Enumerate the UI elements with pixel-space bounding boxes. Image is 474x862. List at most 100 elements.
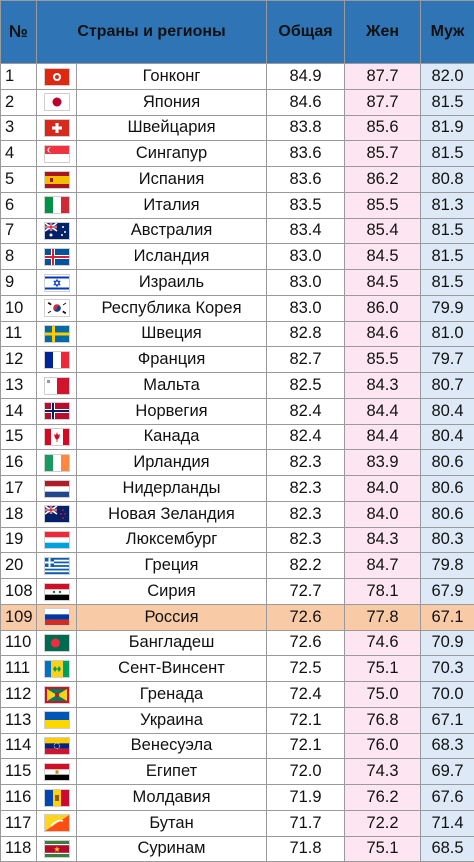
country-name: Швейцария: [77, 115, 267, 141]
netherlands-flag: [44, 480, 70, 498]
row-number: 109: [1, 604, 37, 630]
female-value: 85.5: [345, 347, 421, 373]
total-value: 72.7: [267, 579, 345, 605]
flag-cell: [37, 270, 77, 296]
header-female: Жен: [345, 1, 421, 64]
malta-flag: [44, 377, 70, 395]
country-name: Австралия: [77, 218, 267, 244]
row-number: 12: [1, 347, 37, 373]
israel-flag: [44, 274, 70, 292]
country-name: Швеция: [77, 321, 267, 347]
flag-cell: [37, 321, 77, 347]
france-flag: [44, 351, 70, 369]
total-value: 83.4: [267, 218, 345, 244]
row-number: 2: [1, 89, 37, 115]
country-name: Япония: [77, 89, 267, 115]
hong-kong-flag: [44, 68, 70, 86]
russia-flag: [44, 608, 70, 626]
male-value: 80.6: [421, 476, 474, 502]
row-number: 13: [1, 373, 37, 399]
female-value: 84.7: [345, 553, 421, 579]
total-value: 72.1: [267, 733, 345, 759]
japan-flag: [44, 93, 70, 111]
flag-cell: [37, 295, 77, 321]
male-value: 70.3: [421, 656, 474, 682]
ukraine-flag: [44, 711, 70, 729]
country-name: Египет: [77, 759, 267, 785]
row-number: 15: [1, 424, 37, 450]
total-value: 83.0: [267, 244, 345, 270]
country-name: Суринам: [77, 836, 267, 862]
saint-vincent-flag: [44, 660, 70, 678]
country-name: Сент-Винсент: [77, 656, 267, 682]
female-value: 87.7: [345, 89, 421, 115]
flag-cell: [37, 64, 77, 90]
female-value: 85.4: [345, 218, 421, 244]
female-value: 83.9: [345, 450, 421, 476]
row-number: 5: [1, 167, 37, 193]
female-value: 84.5: [345, 244, 421, 270]
row-number: 19: [1, 527, 37, 553]
ireland-flag: [44, 454, 70, 472]
male-value: 71.4: [421, 810, 474, 836]
country-name: Сирия: [77, 579, 267, 605]
flag-cell: [37, 759, 77, 785]
male-value: 80.4: [421, 398, 474, 424]
switzerland-flag: [44, 119, 70, 137]
male-value: 80.7: [421, 373, 474, 399]
male-value: 81.3: [421, 192, 474, 218]
total-value: 82.4: [267, 398, 345, 424]
flag-cell: [37, 89, 77, 115]
female-value: 85.7: [345, 141, 421, 167]
male-value: 80.6: [421, 501, 474, 527]
female-value: 74.3: [345, 759, 421, 785]
country-name: Гренада: [77, 682, 267, 708]
female-value: 74.6: [345, 630, 421, 656]
male-value: 81.5: [421, 218, 474, 244]
flag-cell: [37, 527, 77, 553]
male-value: 69.7: [421, 759, 474, 785]
total-value: 82.7: [267, 347, 345, 373]
country-name: Франция: [77, 347, 267, 373]
row-number: 116: [1, 785, 37, 811]
total-value: 72.1: [267, 707, 345, 733]
row-number: 9: [1, 270, 37, 296]
flag-cell: [37, 192, 77, 218]
row-number: 8: [1, 244, 37, 270]
row-number: 117: [1, 810, 37, 836]
male-value: 80.8: [421, 167, 474, 193]
male-value: 67.9: [421, 579, 474, 605]
male-value: 80.3: [421, 527, 474, 553]
flag-cell: [37, 167, 77, 193]
total-value: 82.5: [267, 373, 345, 399]
male-value: 68.3: [421, 733, 474, 759]
bhutan-flag: [44, 814, 70, 832]
row-number: 113: [1, 707, 37, 733]
flag-cell: [37, 630, 77, 656]
row-number: 16: [1, 450, 37, 476]
male-value: 80.4: [421, 424, 474, 450]
flag-cell: [37, 836, 77, 862]
country-name: Новая Зеландия: [77, 501, 267, 527]
row-number: 111: [1, 656, 37, 682]
flag-cell: [37, 244, 77, 270]
total-value: 72.0: [267, 759, 345, 785]
total-value: 83.8: [267, 115, 345, 141]
total-value: 83.0: [267, 270, 345, 296]
female-value: 84.5: [345, 270, 421, 296]
